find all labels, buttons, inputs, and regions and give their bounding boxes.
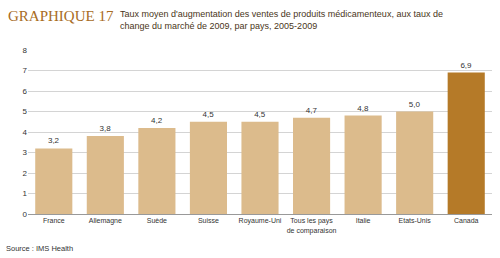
svg-text:4,2: 4,2 <box>151 116 163 125</box>
svg-text:3: 3 <box>23 148 28 157</box>
svg-text:Royaume-Uni: Royaume-Uni <box>239 217 282 225</box>
svg-text:Taux moyen d'augmentation des: Taux moyen d'augmentation des ventes de … <box>120 9 443 31</box>
svg-text:Allemagne: Allemagne <box>89 217 122 225</box>
svg-text:7: 7 <box>23 66 28 75</box>
svg-text:Canada: Canada <box>454 217 479 224</box>
svg-text:France: France <box>43 217 65 224</box>
svg-text:2: 2 <box>23 169 28 178</box>
svg-text:5,0: 5,0 <box>409 100 421 109</box>
svg-text:Source : IMS Health: Source : IMS Health <box>6 244 73 253</box>
svg-text:6,9: 6,9 <box>460 61 472 70</box>
svg-text:3,2: 3,2 <box>48 136 60 145</box>
svg-text:4,5: 4,5 <box>254 110 266 119</box>
svg-text:8: 8 <box>23 46 28 55</box>
svg-text:3,8: 3,8 <box>99 124 111 133</box>
svg-text:6: 6 <box>23 87 28 96</box>
svg-text:Suède: Suède <box>147 217 167 224</box>
svg-text:5: 5 <box>23 107 28 116</box>
svg-text:Tous les paysde comparaison: Tous les paysde comparaison <box>287 217 337 234</box>
svg-text:Suisse: Suisse <box>198 217 219 224</box>
svg-text:GRAPHIQUE 17: GRAPHIQUE 17 <box>8 8 114 24</box>
svg-text:Italie: Italie <box>356 217 371 224</box>
svg-text:0: 0 <box>23 210 28 219</box>
svg-text:4,5: 4,5 <box>203 110 215 119</box>
svg-text:1: 1 <box>23 189 28 198</box>
svg-text:4,8: 4,8 <box>357 104 369 113</box>
svg-text:4: 4 <box>23 128 28 137</box>
svg-text:Etats-Unis: Etats-Unis <box>399 217 432 224</box>
svg-text:4,7: 4,7 <box>306 106 318 115</box>
